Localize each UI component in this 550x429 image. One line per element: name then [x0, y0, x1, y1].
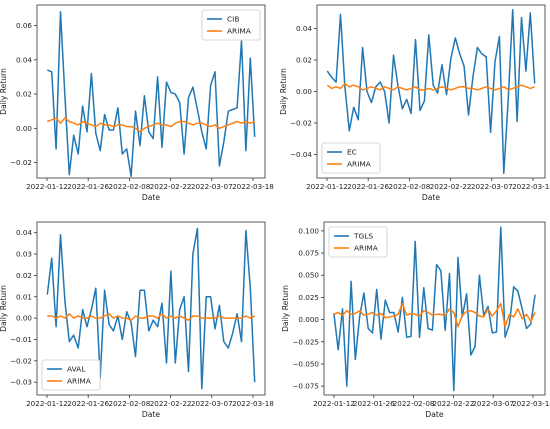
y-axis-label: Daily Return [0, 285, 8, 332]
x-axis-label: Date [425, 410, 443, 419]
x-tick-label: 2022-02-22 [150, 399, 192, 408]
legend-label-arima: ARIMA [347, 160, 371, 169]
y-tick-label: 0.02 [296, 56, 312, 65]
chart-panel-4: −0.075 −0.050 −0.025 0.000 0.025 0.050 0.075 0.… [281, 221, 550, 419]
plot-frame [323, 221, 546, 396]
legend-label-aval: AVAL [67, 365, 86, 374]
series-line-cib [47, 11, 256, 178]
y-tick-label: 0.050 [298, 271, 319, 280]
chart-panel-1: −0.02 0.00 0.02 0.04 0.06 2022-01-12 2022-01-2… [0, 4, 274, 202]
y-tick-label: −0.01 [10, 335, 32, 344]
legend-box [41, 359, 101, 391]
y-tick-label: 0.02 [16, 271, 32, 280]
chart-panel-2: −0.04 −0.02 0.00 0.02 0.04 2022-01-12 2022-01-… [279, 4, 550, 202]
y-tick-label: 0.04 [16, 228, 32, 237]
y-tick-label: 0.06 [16, 21, 32, 30]
x-axis-label: Date [142, 410, 160, 419]
y-axis-label: Daily Return [281, 285, 290, 332]
y-tick-label: 0.04 [296, 24, 312, 33]
y-tick-label: −0.075 [292, 382, 319, 391]
y-tick-label: −0.02 [10, 158, 32, 167]
legend-label-arima: ARIMA [354, 244, 378, 253]
x-tick-label: 2022-01-12 [313, 399, 355, 408]
legend-label-arima: ARIMA [67, 377, 91, 386]
chart-panel-3: −0.03 −0.02 −0.01 0.00 0.01 0.02 0.03 0.04 2022-… [0, 221, 274, 419]
legend: AVAL ARIMA [41, 359, 101, 391]
x-tick-label: 2022-03-18 [512, 399, 550, 408]
x-tick-label: 2022-01-12 [26, 399, 68, 408]
x-tick-label: 2022-01-26 [347, 182, 389, 191]
x-tick-label: 2022-01-12 [306, 182, 348, 191]
legend: EC ARIMA [321, 142, 381, 174]
x-tick-label: 2022-01-12 [26, 182, 68, 191]
x-axis-label: Date [422, 193, 440, 202]
series-line-aval [46, 227, 256, 390]
x-tick-label: 2022-01-26 [67, 182, 109, 191]
legend-label-ec: EC [347, 148, 357, 157]
y-tick-label: −0.02 [10, 356, 32, 365]
x-tick-label: 2022-03-18 [232, 399, 274, 408]
x-tick-label: 2022-01-26 [353, 399, 395, 408]
legend-label-arima: ARIMA [227, 27, 251, 36]
x-axis-label: Date [142, 193, 160, 202]
plot-frame [36, 4, 266, 179]
y-tick-label: 0.00 [16, 124, 32, 133]
x-tick-label: 2022-02-08 [109, 399, 151, 408]
y-axis-label: Daily Return [0, 68, 8, 115]
y-tick-label: 0.04 [16, 55, 32, 64]
y-tick-label: 0.03 [16, 250, 32, 259]
y-tick-label: −0.03 [10, 378, 32, 387]
y-tick-label: 0.00 [16, 314, 32, 323]
series-line-arima [333, 302, 536, 328]
legend-box [321, 142, 381, 174]
x-tick-label: 2022-02-08 [389, 182, 431, 191]
y-axis-label: Daily Return [279, 68, 288, 115]
x-tick-label: 2022-02-22 [433, 399, 475, 408]
x-tick-label: 2022-03-07 [191, 399, 233, 408]
series-line-ec [326, 8, 536, 175]
legend: CIB ARIMA [201, 9, 261, 41]
legend-box [201, 9, 261, 41]
plot-frame [36, 221, 266, 396]
y-tick-label: −0.04 [290, 150, 312, 159]
y-tick-label: −0.050 [292, 359, 319, 368]
x-tick-label: 2022-03-07 [191, 182, 233, 191]
y-tick-label: 0.00 [296, 87, 312, 96]
x-tick-label: 2022-02-22 [150, 182, 192, 191]
legend-label-cib: CIB [227, 15, 239, 24]
x-tick-label: 2022-03-07 [471, 182, 513, 191]
legend: TGLS ARIMA [328, 226, 388, 258]
series-line-arima [47, 313, 256, 321]
x-tick-label: 2022-02-22 [430, 182, 472, 191]
y-tick-label: 0.100 [298, 226, 319, 235]
x-tick-label: 2022-01-26 [67, 399, 109, 408]
y-tick-label: 0.075 [298, 249, 319, 258]
series-line-arima [326, 82, 535, 91]
legend-label-tgls: TGLS [353, 232, 373, 241]
y-tick-label: 0.01 [16, 292, 32, 301]
y-tick-label: 0.02 [16, 90, 32, 99]
x-tick-label: 2022-03-18 [232, 182, 274, 191]
y-tick-label: −0.02 [290, 118, 312, 127]
y-tick-label: 0.000 [298, 315, 319, 324]
x-tick-label: 2022-03-07 [472, 399, 514, 408]
y-tick-label: −0.025 [292, 337, 319, 346]
x-tick-label: 2022-02-08 [109, 182, 151, 191]
x-tick-label: 2022-03-18 [512, 182, 550, 191]
x-tick-label: 2022-02-08 [393, 399, 435, 408]
y-tick-label: 0.025 [298, 293, 319, 302]
series-line-tgls [333, 226, 536, 392]
legend-box [328, 226, 388, 258]
series-line-arima [47, 117, 255, 133]
